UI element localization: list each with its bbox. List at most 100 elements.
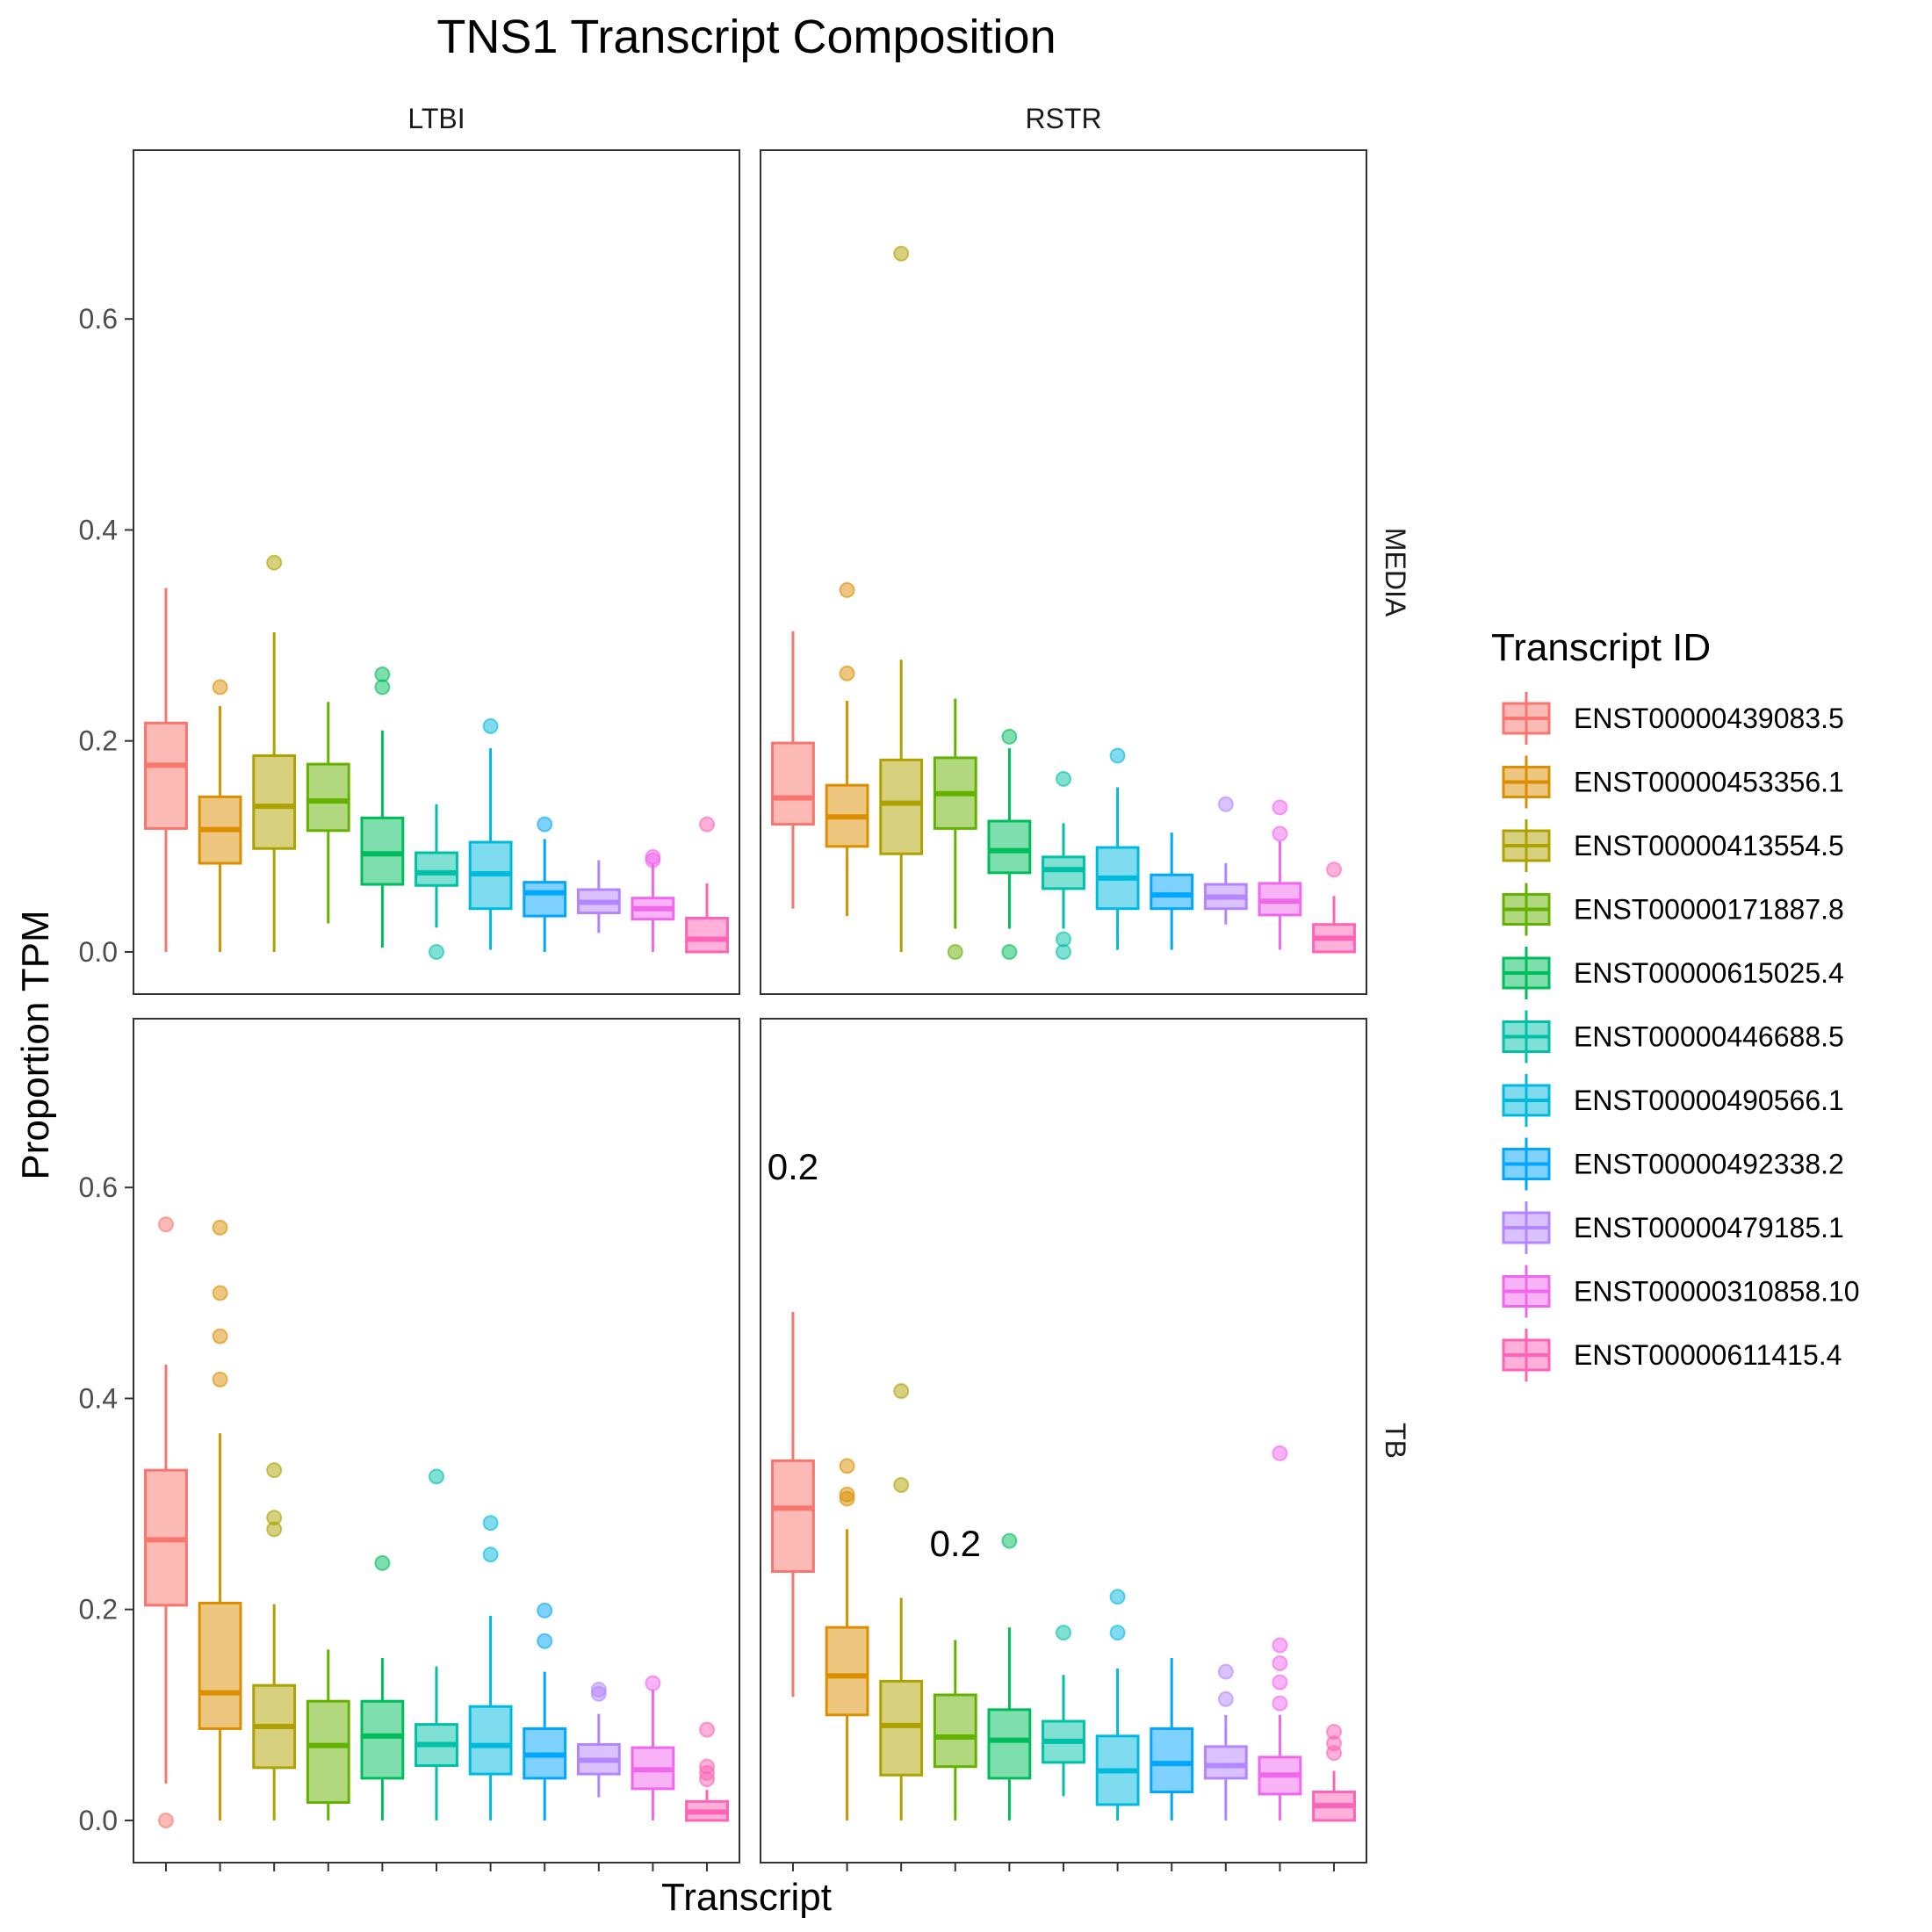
box-body — [306, 762, 350, 833]
box-body — [360, 1699, 405, 1780]
legend: Transcript ID ENST00000439083.5 ENST000004… — [1491, 626, 1860, 1381]
box-ENST00000490566.1 — [1095, 747, 1140, 950]
outlier-point — [590, 1681, 607, 1698]
outlier-point — [482, 1515, 499, 1532]
outlier-point — [1109, 1589, 1126, 1605]
box-ENST00000453356.1 — [198, 679, 242, 952]
outlier-point — [212, 1219, 228, 1236]
box-ENST00000492338.2 — [523, 1602, 567, 1820]
box-ENST00000492338.2 — [1150, 1657, 1194, 1820]
outlier-point — [1272, 1637, 1288, 1654]
outlier-point — [266, 1462, 283, 1479]
legend-key — [1502, 1137, 1551, 1191]
box-body — [360, 816, 405, 886]
outlier-point — [212, 1328, 228, 1344]
outlier-point — [374, 1554, 391, 1571]
panel-rstr-tb — [760, 1018, 1367, 1864]
box-body — [252, 754, 297, 850]
outlier-point — [1217, 1690, 1234, 1707]
box-ENST00000492338.2 — [523, 816, 567, 952]
box-ENST00000490566.1 — [468, 717, 513, 950]
box-ENST00000439083.5 — [771, 1311, 815, 1698]
outlier-point — [1326, 861, 1343, 878]
outlier-point — [839, 1486, 855, 1503]
outlier-point — [1272, 825, 1288, 842]
legend-key — [1502, 1265, 1551, 1318]
outlier-point — [699, 1721, 716, 1738]
box-body — [771, 1459, 815, 1573]
outlier-point — [1056, 770, 1071, 787]
legend-key — [1502, 1201, 1551, 1254]
box-ENST00000413554.5 — [252, 554, 297, 952]
outlier-point — [1056, 1625, 1071, 1641]
legend-key — [1502, 947, 1551, 999]
box-body — [1150, 1727, 1194, 1794]
legend-key — [1502, 755, 1551, 809]
box-ENST00000611415.4 — [1312, 861, 1356, 954]
panel-border — [133, 1018, 740, 1864]
box-body — [879, 1679, 924, 1777]
chart-title: TNS1 Transcript Composition — [436, 11, 1056, 63]
box-body — [306, 1699, 350, 1805]
box-ENST00000479185.1 — [1203, 796, 1248, 925]
outlier-point — [537, 1633, 553, 1649]
box-ENST00000453356.1 — [198, 1219, 242, 1820]
box-body — [468, 1705, 513, 1776]
box-ENST00000611415.4 — [1312, 1724, 1356, 1822]
legend-label: ENST00000446688.5 — [1574, 1021, 1844, 1053]
box-ENST00000615025.4 — [987, 728, 1032, 960]
box-body — [415, 851, 458, 887]
panel-ltbi-tb — [133, 1018, 740, 1864]
box-body — [1042, 855, 1085, 890]
box-ENST00000492338.2 — [1150, 833, 1194, 950]
box-ENST00000490566.1 — [468, 1515, 513, 1820]
outlier-point — [482, 717, 499, 734]
outlier-point — [699, 1758, 716, 1775]
outlier-point — [1001, 1532, 1018, 1549]
box-ENST00000310858.10 — [631, 848, 675, 952]
panel-border — [760, 149, 1367, 995]
legend-key — [1502, 692, 1551, 745]
box-ENST00000171887.8 — [933, 698, 977, 960]
box-ENST00000439083.5 — [771, 631, 815, 909]
outlier-point — [1272, 1674, 1288, 1690]
box-ENST00000171887.8 — [306, 702, 350, 924]
outlier-point — [429, 1468, 444, 1485]
outlier-point — [157, 1216, 174, 1233]
legend-key — [1502, 819, 1551, 872]
outlier-point — [1272, 1654, 1288, 1671]
annotation-label: 0.2 — [768, 1146, 818, 1187]
outlier-point — [266, 1510, 283, 1526]
box-ENST00000490566.1 — [1095, 1589, 1140, 1820]
outlier-point — [1109, 747, 1126, 764]
panel-ltbi-media — [133, 149, 740, 995]
panel-border — [760, 1018, 1367, 1864]
x-axis-title: Transcript — [661, 1876, 832, 1919]
box-body — [933, 1693, 977, 1769]
outlier-point — [1217, 796, 1234, 812]
legend-key — [1502, 1010, 1551, 1063]
facet-strip-ltbi: LTBI — [407, 103, 465, 134]
legend-label: ENST00000439083.5 — [1574, 703, 1844, 734]
box-ENST00000479185.1 — [576, 860, 621, 934]
y-tick-label: 0.2 — [79, 725, 118, 757]
legend-key — [1502, 1329, 1551, 1381]
outlier-point — [1056, 931, 1071, 948]
y-axis-title: Proportion TPM — [14, 910, 57, 1179]
outlier-point — [212, 1371, 228, 1388]
outlier-point — [482, 1546, 499, 1563]
box-ENST00000439083.5 — [144, 588, 188, 952]
legend-label: ENST00000490566.1 — [1574, 1085, 1844, 1116]
box-ENST00000446688.5 — [415, 1468, 458, 1820]
legend-label: ENST00000310858.10 — [1574, 1276, 1860, 1308]
outlier-point — [1272, 1695, 1288, 1712]
facet-panels: LTBI RSTR MEDIA TB 0.0 0.2 0.4 0.6 0.0 0.2 0.4 0.6 0… — [79, 103, 1411, 1871]
panel-border — [133, 149, 740, 995]
outlier-point — [893, 245, 910, 262]
y-tick-label: 0.6 — [79, 1171, 118, 1203]
box-body — [879, 758, 924, 855]
outlier-point — [266, 554, 283, 571]
box-body — [1203, 1745, 1248, 1780]
